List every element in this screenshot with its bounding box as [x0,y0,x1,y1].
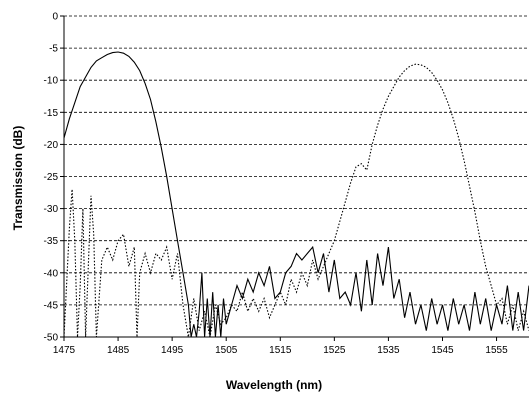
y-tick-label: 0 [52,12,58,23]
x-tick-label: 1475 [53,345,76,356]
y-tick-label: -30 [44,204,59,215]
x-tick-label: 1495 [161,345,184,356]
x-tick-label: 1485 [107,345,130,356]
series-line-dotted [64,63,529,337]
y-tick-label: -50 [44,333,59,344]
gridlines [64,15,529,306]
x-axis-title: Wavelength (nm) [226,378,322,392]
y-tick-label: -10 [44,76,59,87]
x-tick-label: 1515 [269,345,292,356]
axes [60,15,529,341]
y-tick-label: -20 [44,140,59,151]
x-tick-label: 1505 [215,345,238,356]
x-tick-label: 1525 [323,345,346,356]
y-tick-label: -35 [44,236,59,247]
y-tick-label: -40 [44,268,59,279]
y-tick-label: -5 [49,44,58,55]
series-line-solid [64,51,529,337]
y-tick-label: -25 [44,172,59,183]
y-tick-label: -15 [44,108,59,119]
x-tick-label: 1555 [485,345,508,356]
x-tick-label: 1545 [431,345,454,356]
y-tick-label: -45 [44,300,59,311]
series-group [64,51,529,337]
x-tick-label: 1535 [377,345,400,356]
y-axis-title: Transmission (dB) [11,126,25,231]
